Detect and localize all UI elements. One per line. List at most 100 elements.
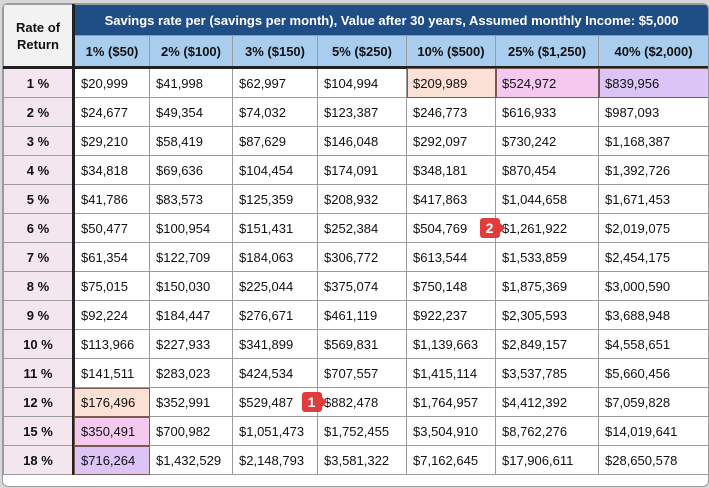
value-cell: $252,384 xyxy=(317,213,407,243)
value-cell: $1,671,453 xyxy=(597,184,708,214)
value-cell: $246,773 xyxy=(406,97,496,127)
column-header: 3% ($150) xyxy=(232,35,318,69)
value-cell: $4,558,651 xyxy=(597,329,708,359)
value-cell: $34,818 xyxy=(73,155,150,185)
value-cell: $208,932 xyxy=(317,184,407,214)
value-cell: $2,019,075 xyxy=(597,213,708,243)
column-header: 5% ($250) xyxy=(317,35,407,69)
highlighted-value-cell: $524,972 xyxy=(495,67,599,98)
value-cell: $375,074 xyxy=(317,271,407,301)
value-cell: $306,772 xyxy=(317,242,407,272)
column-header-row: 1% ($50) 2% ($100) 3% ($150) 5% ($250) 10% (… xyxy=(4,35,708,69)
rate-of-return-cell: 10 % xyxy=(3,329,75,359)
rate-of-return-cell: 3 % xyxy=(3,126,75,156)
value-cell: $83,573 xyxy=(149,184,233,214)
value-cell: $1,432,529 xyxy=(149,445,233,475)
value-cell: $3,581,322 xyxy=(317,445,407,475)
table-row: 9 % $92,224 $184,447 $276,671 $461,119 $922,2… xyxy=(3,300,708,330)
value-cell: $424,534 xyxy=(232,358,318,388)
value-cell: $1,392,726 xyxy=(597,155,708,185)
value-cell: $104,454 xyxy=(232,155,318,185)
value-cell: $62,997 xyxy=(232,67,318,98)
value-cell: $123,387 xyxy=(317,97,407,127)
rate-of-return-cell: 5 % xyxy=(3,184,75,214)
value-cell: $113,966 xyxy=(73,329,150,359)
rate-of-return-cell: 12 % xyxy=(3,387,75,417)
value-cell: $283,023 xyxy=(149,358,233,388)
value-cell: $7,059,828 xyxy=(597,387,708,417)
value-cell: $292,097 xyxy=(406,126,496,156)
value-cell: $87,629 xyxy=(232,126,318,156)
value-cell: $613,544 xyxy=(406,242,496,272)
value-cell: $1,051,473 xyxy=(232,416,318,446)
value-cell: $707,557 xyxy=(317,358,407,388)
rate-of-return-cell: 4 % xyxy=(3,155,75,185)
value-cell: $922,237 xyxy=(406,300,496,330)
value-cell: $352,991 xyxy=(149,387,233,417)
rate-of-return-cell: 7 % xyxy=(3,242,75,272)
corner-label-line: Rate of xyxy=(15,19,61,35)
table-row: 2 % $24,677 $49,354 $74,032 $123,387 $246,773… xyxy=(3,97,708,127)
table-row: 3 % $29,210 $58,419 $87,629 $146,048 $292,097… xyxy=(3,126,708,156)
table-row: 11 % $141,511 $283,023 $424,534 $707,557 $1,4… xyxy=(3,358,708,388)
table-row: 15 % $350,491 $700,982 $1,051,473 $1,752,455… xyxy=(3,416,708,446)
value-cell: $569,831 xyxy=(317,329,407,359)
table-title: Savings rate per (savings per month), Va… xyxy=(72,4,708,36)
value-cell: $104,994 xyxy=(317,67,407,98)
value-cell: $870,454 xyxy=(495,155,599,185)
value-cell: $50,477 xyxy=(73,213,150,243)
table-row: 1 % $20,999 $41,998 $62,997 $104,994 $209,989… xyxy=(3,67,708,98)
value-cell: $1,875,369 xyxy=(495,271,599,301)
value-cell: $125,359 xyxy=(232,184,318,214)
value-cell: $29,210 xyxy=(73,126,150,156)
column-header: 40% ($2,000) xyxy=(597,35,708,69)
value-cell: $700,982 xyxy=(149,416,233,446)
table-row: 12 % $176,496 $352,991 $529,487 $882,478 $1,7… xyxy=(3,387,708,417)
value-cell: $2,454,175 xyxy=(597,242,708,272)
column-header: 1% ($50) xyxy=(73,35,150,69)
rate-of-return-header: Rate of Return xyxy=(3,4,75,69)
table-row: 4 % $34,818 $69,636 $104,454 $174,091 $348,18… xyxy=(3,155,708,185)
value-cell: $20,999 xyxy=(73,67,150,98)
value-cell: $41,998 xyxy=(149,67,233,98)
value-cell: $461,119 xyxy=(317,300,407,330)
value-cell: $3,688,948 xyxy=(597,300,708,330)
value-cell: $225,044 xyxy=(232,271,318,301)
value-cell: $1,168,387 xyxy=(597,126,708,156)
value-cell: $74,032 xyxy=(232,97,318,127)
value-cell: $616,933 xyxy=(495,97,599,127)
table-row: 8 % $75,015 $150,030 $225,044 $375,074 $750,1… xyxy=(3,271,708,301)
table-row: 7 % $61,354 $122,709 $184,063 $306,772 $613,5… xyxy=(3,242,708,272)
value-cell: $174,091 xyxy=(317,155,407,185)
value-cell: $3,000,590 xyxy=(597,271,708,301)
value-cell: $146,048 xyxy=(317,126,407,156)
value-cell: $5,660,456 xyxy=(597,358,708,388)
value-cell: $341,899 xyxy=(232,329,318,359)
value-cell: $2,849,157 xyxy=(495,329,599,359)
value-cell: $150,030 xyxy=(149,271,233,301)
value-cell: $1,752,455 xyxy=(317,416,407,446)
value-cell: $276,671 xyxy=(232,300,318,330)
value-cell: $730,242 xyxy=(495,126,599,156)
value-cell: $8,762,276 xyxy=(495,416,599,446)
rate-of-return-cell: 1 % xyxy=(3,67,75,98)
value-cell: $28,650,578 xyxy=(597,445,708,475)
table-row: 6 % $50,477 $100,954 $151,431 $252,384 $504,7… xyxy=(3,213,708,243)
value-cell: $100,954 xyxy=(149,213,233,243)
table-body: 1 % $20,999 $41,998 $62,997 $104,994 $209,989… xyxy=(3,67,708,475)
value-cell: $3,537,785 xyxy=(495,358,599,388)
rate-of-return-cell: 15 % xyxy=(3,416,75,446)
value-cell: $61,354 xyxy=(73,242,150,272)
value-cell: $49,354 xyxy=(149,97,233,127)
rate-of-return-cell: 11 % xyxy=(3,358,75,388)
highlighted-value-cell: $350,491 xyxy=(73,416,150,446)
table-row: 5 % $41,786 $83,573 $125,359 $208,932 $417,86… xyxy=(3,184,708,214)
value-cell: $184,447 xyxy=(149,300,233,330)
value-cell: $151,431 xyxy=(232,213,318,243)
value-cell: $2,148,793 xyxy=(232,445,318,475)
value-cell: $3,504,910 xyxy=(406,416,496,446)
value-cell: $69,636 xyxy=(149,155,233,185)
corner-label-line: Return xyxy=(17,36,59,52)
savings-table-frame: Rate of Return Savings rate per (savings … xyxy=(2,3,709,487)
table-row: 10 % $113,966 $227,933 $341,899 $569,831 $1,1… xyxy=(3,329,708,359)
